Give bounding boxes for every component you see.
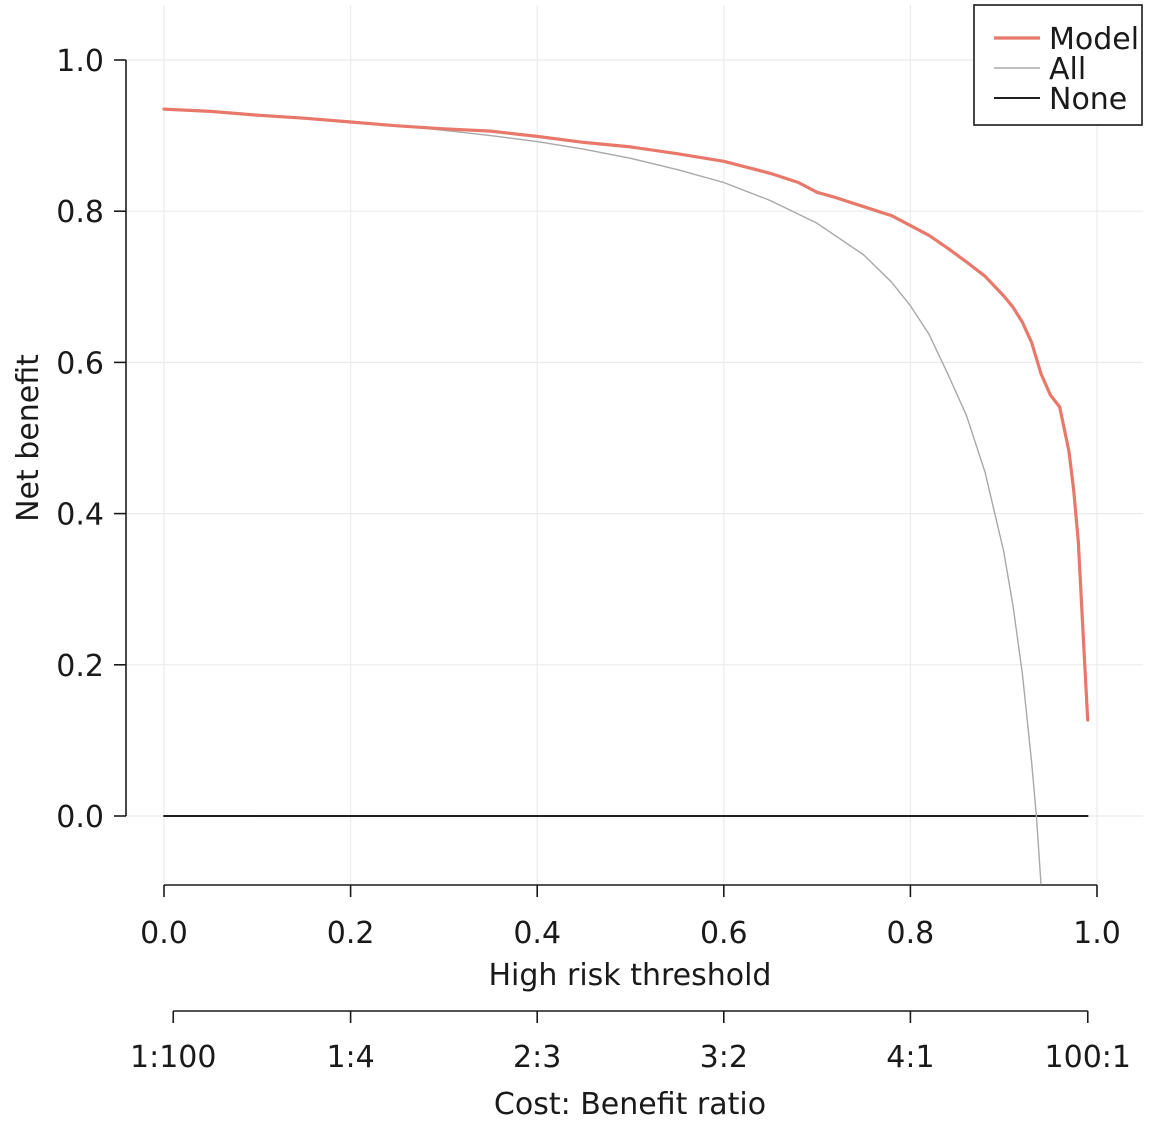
y-tick-label: 0.8 [56, 195, 104, 230]
x-tick-label: 0.2 [327, 916, 375, 951]
y-tick-label: 0.6 [56, 346, 104, 381]
secondary-x-axis-title: Cost: Benefit ratio [494, 1087, 766, 1122]
x-tick-label: 0.4 [513, 916, 561, 951]
legend-label-all: All [1049, 52, 1086, 87]
series-line-model [162, 107, 1090, 722]
secondary-x-tick-label: 3:2 [700, 1040, 748, 1075]
legend-label-model: Model [1049, 22, 1139, 57]
legend-box [973, 4, 1143, 126]
secondary-x-tick-label: 4:1 [886, 1040, 934, 1075]
y-tick-label: 1.0 [56, 44, 104, 79]
y-axis-title: Net benefit [11, 354, 46, 522]
y-tick-label: 0.0 [56, 800, 104, 835]
x-tick-label: 1.0 [1073, 916, 1121, 951]
secondary-x-tick-label: 2:3 [513, 1040, 561, 1075]
secondary-x-tick-label: 100:1 [1045, 1040, 1131, 1075]
plot-series [162, 107, 1090, 885]
y-tick-label: 0.2 [56, 649, 104, 684]
x-tick-label: 0.6 [700, 916, 748, 951]
x-axis-title: High risk threshold [489, 958, 772, 993]
secondary-x-tick-label: 1:4 [326, 1040, 374, 1075]
x-tick-label: 0.0 [140, 916, 188, 951]
x-tick-label: 0.8 [887, 916, 935, 951]
grid [126, 5, 1143, 885]
secondary-x-tick-label: 1:100 [130, 1040, 216, 1075]
y-tick-label: 0.4 [56, 498, 104, 533]
legend-label-none: None [1049, 82, 1127, 117]
axes: 0.0 0.2 0.4 0.6 0.8 1.0 0.0 0.2 0.4 0.6 0.8 1.0 1:10… [56, 44, 1131, 1075]
